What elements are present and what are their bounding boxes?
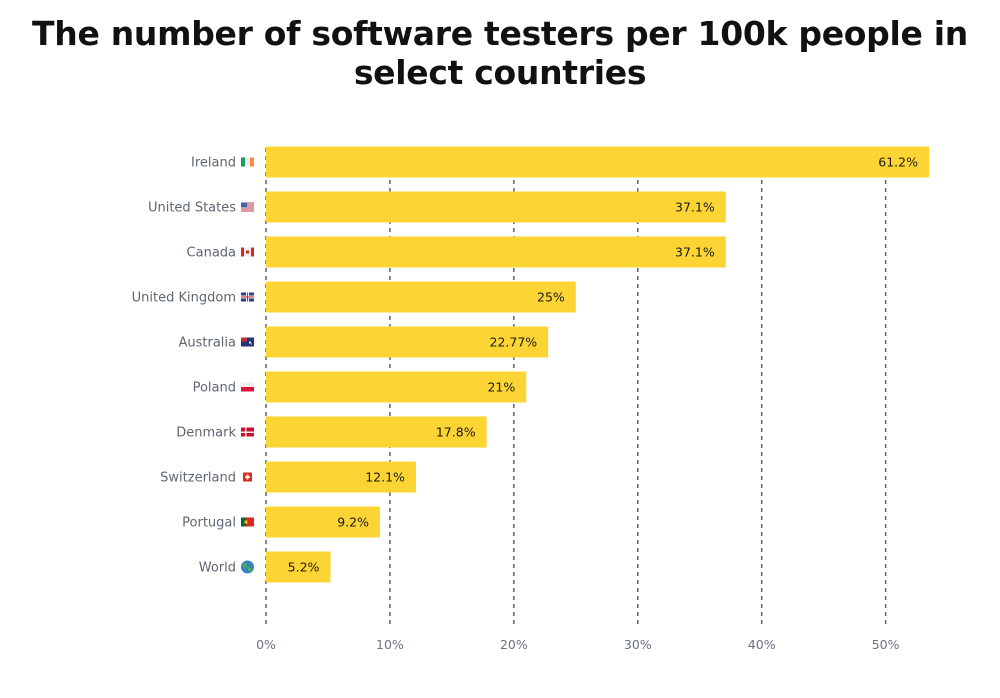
united-kingdom-flag-icon bbox=[241, 292, 254, 302]
category-label: Ireland bbox=[191, 156, 236, 171]
bar bbox=[266, 281, 576, 313]
bar bbox=[266, 191, 726, 223]
bar-value-label: 37.1% bbox=[675, 200, 715, 215]
category-label: Denmark bbox=[176, 426, 236, 441]
category-label: Poland bbox=[193, 381, 236, 396]
category-label: Australia bbox=[178, 336, 236, 351]
bar bbox=[266, 326, 549, 358]
canada-flag-icon bbox=[241, 247, 254, 257]
category-label: United States bbox=[148, 201, 236, 216]
bar bbox=[266, 506, 381, 538]
x-tick-label: 30% bbox=[624, 637, 652, 652]
denmark-flag-icon bbox=[241, 427, 254, 437]
chart-title: The number of software testers per 100k … bbox=[0, 14, 1000, 92]
bar-value-label: 37.1% bbox=[675, 245, 715, 260]
united-states-flag-icon bbox=[241, 202, 254, 212]
bar-value-label: 21% bbox=[487, 380, 515, 395]
chart-title-line-2: select countries bbox=[353, 53, 647, 92]
switzerland-flag-icon bbox=[243, 472, 252, 482]
bar-value-label: 25% bbox=[537, 290, 565, 305]
bar-value-label: 61.2% bbox=[878, 155, 918, 170]
bar bbox=[266, 461, 416, 493]
x-tick-label: 50% bbox=[872, 637, 900, 652]
chart-title-line-1: The number of software testers per 100k … bbox=[32, 14, 968, 53]
category-label: Portugal bbox=[182, 516, 236, 531]
bar bbox=[266, 146, 929, 178]
australia-flag-icon bbox=[241, 337, 254, 347]
x-tick-label: 0% bbox=[256, 637, 276, 652]
category-label: United Kingdom bbox=[132, 291, 236, 306]
category-label: Canada bbox=[187, 246, 236, 261]
bar bbox=[266, 236, 726, 268]
x-tick-label: 20% bbox=[500, 637, 528, 652]
bar-value-label: 17.8% bbox=[436, 425, 476, 440]
category-label: Switzerland bbox=[160, 471, 236, 486]
ireland-flag-icon bbox=[241, 157, 254, 167]
bar-value-label: 12.1% bbox=[365, 470, 405, 485]
category-label: World bbox=[199, 561, 236, 576]
x-tick-label: 10% bbox=[376, 637, 404, 652]
portugal-flag-icon bbox=[241, 517, 254, 527]
bar-value-label: 5.2% bbox=[288, 560, 320, 575]
globe-icon bbox=[241, 560, 254, 574]
x-tick-label: 40% bbox=[748, 637, 776, 652]
poland-flag-icon bbox=[241, 382, 254, 392]
bar bbox=[266, 371, 527, 403]
bar-value-label: 22.77% bbox=[490, 335, 538, 350]
bar-value-label: 9.2% bbox=[337, 515, 369, 530]
bar bbox=[266, 416, 487, 448]
bar bbox=[266, 551, 331, 583]
